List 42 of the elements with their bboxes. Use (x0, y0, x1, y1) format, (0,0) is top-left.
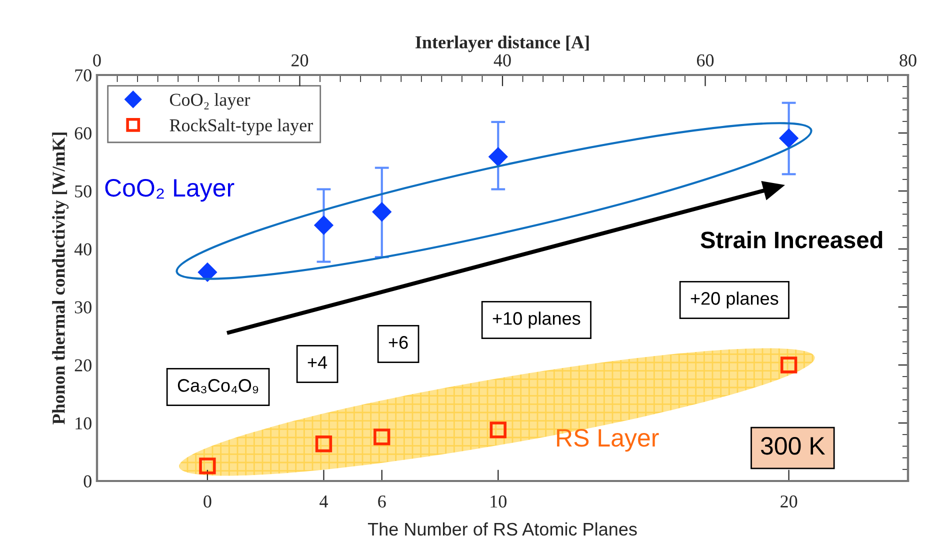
point (372, 202, 392, 222)
annotation: +20 planes (690, 292, 778, 308)
y-tick-label: 10 (76, 417, 92, 430)
y-tick-label: 60 (74, 127, 92, 140)
annotation: Ca₃Co₄O₉ (178, 379, 258, 394)
point (488, 147, 508, 166)
x-axis-title: The Number of RS Atomic Planes (368, 522, 637, 536)
point (314, 216, 334, 235)
x2-tick-label: 0 (93, 54, 101, 66)
x2-tick-label: 60 (697, 54, 714, 66)
annotation: CoO₂ Layer (105, 179, 234, 202)
y-tick-label: 40 (74, 243, 92, 256)
y-axis-title: Phonon thermal conductivity [W/mK] (52, 132, 69, 424)
x-tick-label: 10 (490, 495, 506, 508)
point (490, 422, 506, 438)
annotation: +6 (388, 336, 408, 349)
point (199, 458, 216, 474)
annotation: RS Layer (557, 429, 659, 452)
x-tick-label: 20 (780, 495, 798, 508)
x2-tick-label: 80 (900, 54, 916, 66)
x-tick-label: 4 (320, 496, 328, 508)
x2-tick-label: 40 (494, 54, 511, 66)
y-tick-label: 70 (75, 69, 92, 82)
annotation: +10 planes (492, 312, 580, 328)
annotation: +4 (308, 356, 328, 369)
legend-label: RockSalt-type layer (170, 118, 313, 136)
y-tick-label: 30 (74, 301, 92, 314)
x-tick-label: 0 (204, 495, 212, 508)
point (374, 428, 390, 446)
legend-label: CoO₂ layer (170, 93, 250, 110)
x-tick-label: 6 (378, 495, 386, 508)
y-tick-label: 50 (75, 185, 92, 198)
point (779, 128, 798, 148)
point (780, 356, 798, 374)
x2-tick-label: 20 (292, 54, 308, 66)
y-tick-label: 20 (74, 359, 92, 372)
y-tick-label: 0 (84, 475, 92, 488)
point (315, 436, 332, 452)
annotation: Strain Increased (700, 230, 882, 248)
annotation: 300 K (760, 437, 826, 455)
point (198, 262, 217, 282)
x2-axis-title: Interlayer distance [A] (416, 36, 589, 52)
